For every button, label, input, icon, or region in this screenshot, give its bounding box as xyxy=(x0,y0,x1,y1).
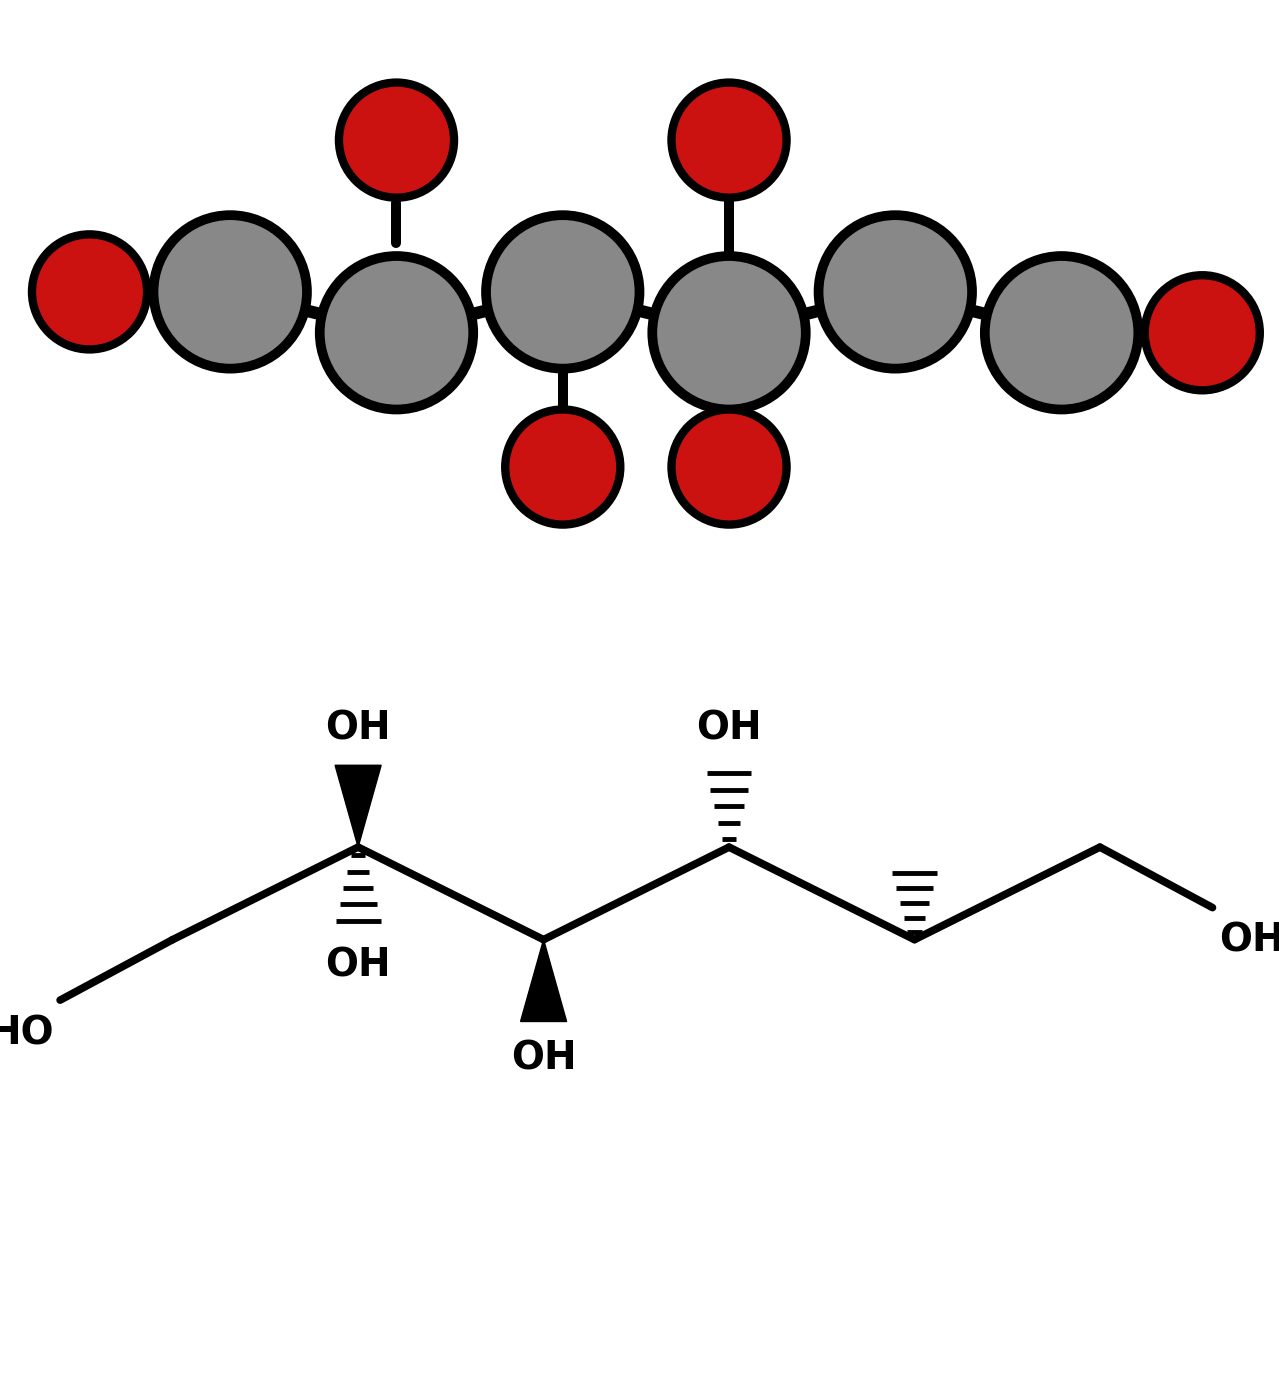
Ellipse shape xyxy=(320,256,473,410)
Ellipse shape xyxy=(671,82,787,197)
Text: OH: OH xyxy=(325,709,391,748)
Polygon shape xyxy=(521,940,567,1022)
Ellipse shape xyxy=(819,215,972,368)
Text: www.alamy.com: www.alamy.com xyxy=(1077,1352,1241,1371)
Text: OH: OH xyxy=(1219,922,1279,960)
Ellipse shape xyxy=(505,410,620,524)
Ellipse shape xyxy=(486,215,640,368)
Text: Image ID: DXBA3N: Image ID: DXBA3N xyxy=(1072,1319,1241,1337)
Polygon shape xyxy=(335,766,381,847)
Text: alamy: alamy xyxy=(38,1322,179,1364)
Ellipse shape xyxy=(339,82,454,197)
Ellipse shape xyxy=(985,256,1138,410)
Text: OH: OH xyxy=(325,947,391,984)
Ellipse shape xyxy=(671,410,787,524)
Text: OH: OH xyxy=(696,709,762,748)
Ellipse shape xyxy=(153,215,307,368)
Ellipse shape xyxy=(1145,275,1260,391)
Text: OH: OH xyxy=(510,1040,577,1077)
Ellipse shape xyxy=(32,235,147,349)
Text: HO: HO xyxy=(0,1015,54,1052)
Ellipse shape xyxy=(652,256,806,410)
